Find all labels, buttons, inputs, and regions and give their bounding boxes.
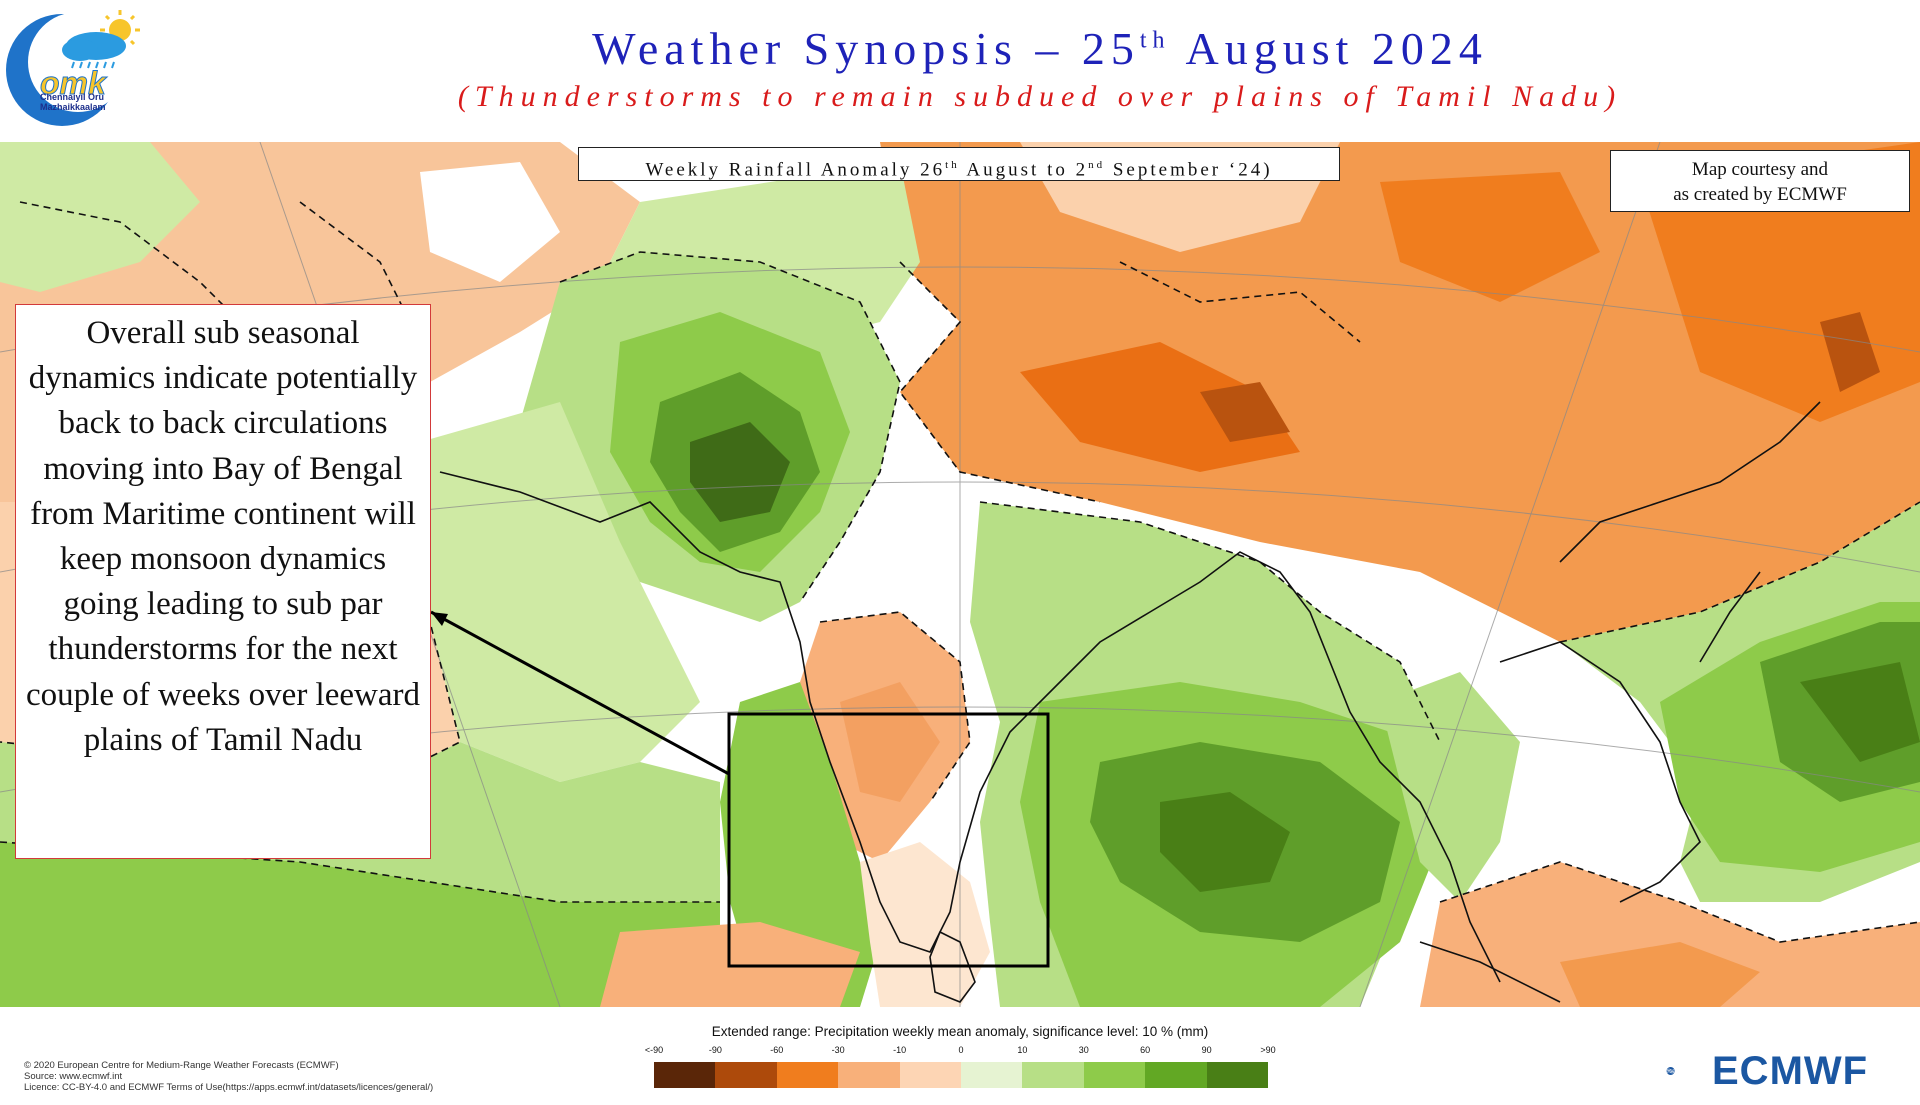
legend-swatch — [899, 1062, 962, 1088]
page-subtitle: (Thunderstorms to remain subdued over pl… — [457, 80, 1623, 113]
legend-title: Extended range: Precipitation weekly mea… — [711, 1024, 1209, 1039]
legend-swatch — [715, 1062, 777, 1088]
legend-swatch — [654, 1062, 716, 1088]
page-title: Weather Synopsis – 25th August 2024 — [592, 23, 1488, 74]
legend-swatch — [1083, 1062, 1146, 1088]
footer — [0, 1007, 1920, 1105]
legend-label: -60 — [770, 1045, 784, 1055]
legend-label: <-90 — [644, 1045, 664, 1055]
legend-color-bar — [654, 1062, 1269, 1088]
map-title-box: Weekly Rainfall Anomaly 26th August to 2… — [578, 147, 1340, 181]
legend-swatch — [838, 1062, 900, 1088]
legend-label: -10 — [893, 1045, 907, 1055]
logo-text: omk — [40, 65, 108, 101]
legend-label: 90 — [1201, 1045, 1212, 1055]
legend-swatch — [1145, 1062, 1207, 1088]
ecmwf-brand: ECMWF — [1712, 1049, 1869, 1093]
copyright-line-1: © 2020 European Centre for Medium-Range … — [24, 1060, 339, 1071]
legend-label: -30 — [831, 1045, 845, 1055]
logo-caption: Chennaiyil Oru Mazhaikkaalam — [40, 92, 106, 112]
legend-swatch — [776, 1062, 839, 1088]
legend-label: >90 — [1260, 1045, 1276, 1055]
legend-swatch — [1022, 1062, 1084, 1088]
tamil-nadu-highlight-box — [727, 712, 1050, 968]
legend-label: 10 — [1017, 1045, 1028, 1055]
copyright-line-2: Source: www.ecmwf.int — [24, 1071, 123, 1082]
copyright-line-3: Licence: CC-BY-4.0 and ECMWF Terms of Us… — [24, 1082, 434, 1093]
legend-label: 30 — [1078, 1045, 1089, 1055]
map-courtesy-box: Map courtesy and as created by ECMWF — [1610, 150, 1910, 212]
copyright-notice: © 2020 European Centre for Medium-Range … — [24, 1060, 433, 1093]
courtesy-line-2: as created by ECMWF — [1673, 184, 1847, 205]
legend-label: 0 — [958, 1045, 964, 1055]
legend-labels: <-90 -90 -60 -30 -10 0 10 30 60 90 >90 — [626, 1045, 1286, 1059]
legend-label: -90 — [708, 1045, 722, 1055]
courtesy-line-1: Map courtesy and — [1691, 159, 1829, 180]
omk-logo: omk — [6, 10, 140, 126]
ecmwf-logo-icon — [1666, 1067, 1675, 1075]
rainfall-anomaly-map — [0, 142, 1920, 1007]
synopsis-callout: Overall sub seasonal dynamics indicate p… — [15, 304, 431, 859]
legend-swatch — [1206, 1062, 1269, 1088]
legend-label: 60 — [1140, 1045, 1151, 1055]
legend-swatch — [961, 1062, 1023, 1088]
header — [0, 0, 1920, 142]
